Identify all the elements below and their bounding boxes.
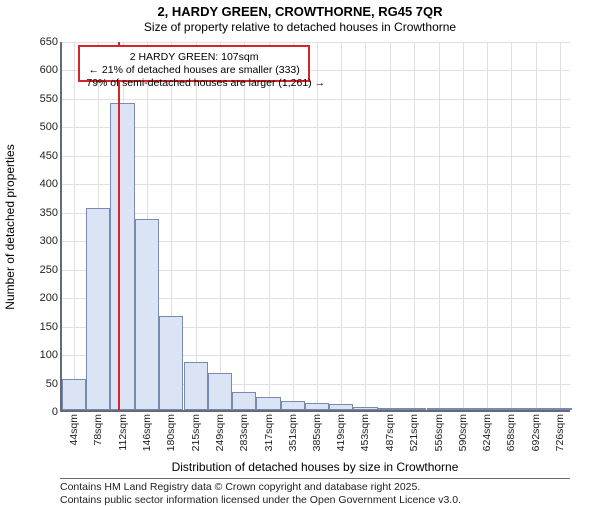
gridline-v	[74, 42, 75, 410]
ytick-label: 0	[52, 406, 58, 418]
chart-title-sub: Size of property relative to detached ho…	[0, 20, 600, 34]
gridline-v	[365, 42, 366, 410]
xtick-label: 317sqm	[263, 414, 275, 451]
histogram-bar	[62, 379, 86, 410]
gridline-v	[439, 42, 440, 410]
ytick-label: 250	[40, 264, 58, 276]
xtick-label: 351sqm	[287, 414, 299, 451]
gridline-v	[511, 42, 512, 410]
x-axis-label: Distribution of detached houses by size …	[60, 460, 570, 474]
gridline-v	[487, 42, 488, 410]
gridline-v	[341, 42, 342, 410]
chart-title-main: 2, HARDY GREEN, CROWTHORNE, RG45 7QR	[0, 4, 600, 19]
gridline-h	[62, 127, 570, 128]
histogram-bar	[159, 316, 183, 410]
xtick-label: 215sqm	[190, 414, 202, 451]
xtick-label: 385sqm	[311, 414, 323, 451]
gridline-v	[269, 42, 270, 410]
xtick-label: 453sqm	[359, 414, 371, 451]
ytick-label: 500	[40, 121, 58, 133]
histogram-bar	[402, 408, 426, 410]
xtick-label: 283sqm	[238, 414, 250, 451]
gridline-v	[463, 42, 464, 410]
histogram-bar	[281, 401, 305, 410]
gridline-v	[196, 42, 197, 410]
histogram-bar	[353, 407, 377, 410]
gridline-v	[220, 42, 221, 410]
gridline-h	[62, 42, 570, 43]
gridline-h	[62, 213, 570, 214]
ytick-label: 550	[40, 93, 58, 105]
xtick-label: 249sqm	[214, 414, 226, 451]
ytick-label: 100	[40, 349, 58, 361]
xtick-label: 419sqm	[335, 414, 347, 451]
histogram-bar	[305, 403, 329, 410]
xtick-label: 692sqm	[530, 414, 542, 451]
gridline-v	[317, 42, 318, 410]
histogram-bar	[184, 362, 208, 410]
gridline-v	[560, 42, 561, 410]
property-marker-line	[118, 42, 120, 410]
gridline-h	[62, 99, 570, 100]
histogram-bar	[499, 408, 523, 410]
histogram-bar	[208, 373, 232, 410]
gridline-h	[62, 156, 570, 157]
annotation-line: 2 HARDY GREEN: 107sqm	[86, 51, 301, 64]
gridline-h	[62, 184, 570, 185]
xtick-label: 658sqm	[505, 414, 517, 451]
xtick-label: 487sqm	[384, 414, 396, 451]
xtick-label: 726sqm	[554, 414, 566, 451]
histogram-bar	[110, 103, 134, 410]
ytick-label: 450	[40, 150, 58, 162]
ytick-label: 150	[40, 321, 58, 333]
plot-area: 0501001502002503003504004505005506006504…	[60, 42, 570, 412]
histogram-bar	[524, 408, 548, 410]
ytick-label: 50	[46, 378, 58, 390]
histogram-bar	[256, 397, 280, 410]
annotation-box: 2 HARDY GREEN: 107sqm← 21% of detached h…	[78, 45, 309, 82]
xtick-label: 180sqm	[165, 414, 177, 451]
ytick-label: 300	[40, 235, 58, 247]
footer: Contains HM Land Registry data © Crown c…	[60, 478, 570, 506]
ytick-label: 200	[40, 292, 58, 304]
histogram-bar	[475, 408, 499, 410]
ytick-label: 350	[40, 207, 58, 219]
histogram-bar	[548, 408, 572, 410]
xtick-label: 624sqm	[481, 414, 493, 451]
gridline-v	[536, 42, 537, 410]
histogram-bar	[86, 208, 110, 410]
xtick-label: 78sqm	[92, 414, 104, 446]
histogram-bar	[232, 392, 256, 410]
histogram-bar	[378, 408, 402, 410]
y-axis-label: Number of detached properties	[3, 42, 17, 412]
histogram-bar	[135, 219, 159, 410]
histogram-bar	[329, 404, 353, 410]
gridline-v	[390, 42, 391, 410]
xtick-label: 590sqm	[457, 414, 469, 451]
chart-container: 2, HARDY GREEN, CROWTHORNE, RG45 7QR Siz…	[0, 0, 600, 500]
annotation-line: ← 21% of detached houses are smaller (33…	[86, 64, 301, 77]
gridline-v	[293, 42, 294, 410]
xtick-label: 146sqm	[141, 414, 153, 451]
footer-line1: Contains HM Land Registry data © Crown c…	[60, 481, 570, 494]
ytick-label: 600	[40, 64, 58, 76]
gridline-v	[414, 42, 415, 410]
ytick-label: 650	[40, 36, 58, 48]
xtick-label: 112sqm	[117, 414, 129, 451]
histogram-bar	[427, 408, 451, 410]
xtick-label: 44sqm	[68, 414, 80, 446]
ytick-label: 400	[40, 178, 58, 190]
xtick-label: 521sqm	[408, 414, 420, 451]
annotation-line: 79% of semi-detached houses are larger (…	[86, 77, 301, 90]
gridline-v	[244, 42, 245, 410]
xtick-label: 556sqm	[433, 414, 445, 451]
histogram-bar	[451, 408, 475, 410]
